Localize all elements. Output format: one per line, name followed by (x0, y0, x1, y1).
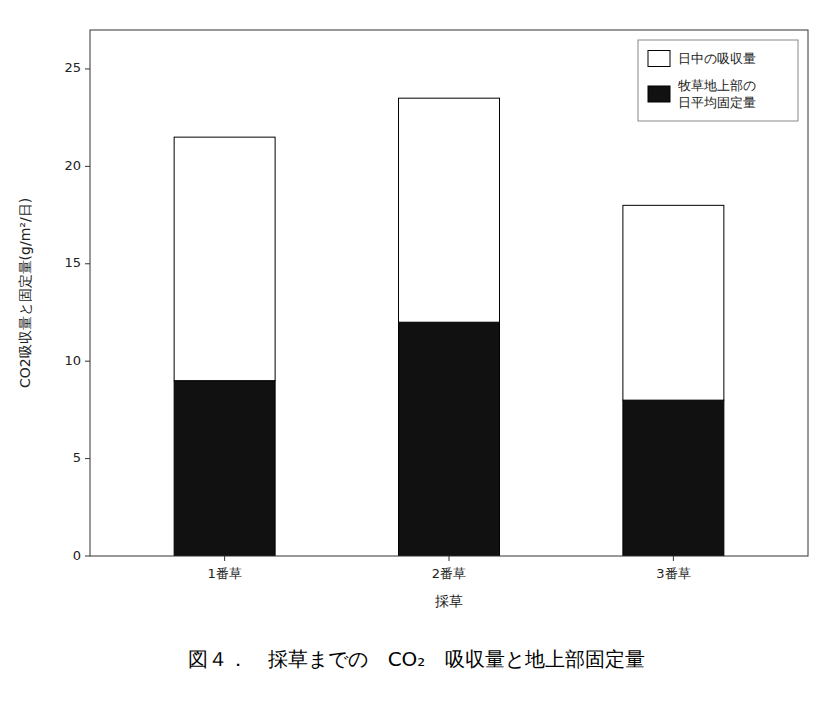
legend-label-line: 日中の吸収量 (678, 51, 756, 66)
legend-label-line: 牧草地上部の (678, 78, 756, 93)
y-tick (85, 556, 90, 557)
x-tick (449, 556, 450, 561)
y-tick (85, 458, 90, 459)
x-tick (224, 556, 225, 561)
y-tick-label: 5 (73, 450, 81, 465)
legend-box (638, 40, 798, 121)
x-tick-label: 2番草 (432, 566, 466, 581)
y-tick-label: 20 (64, 158, 81, 173)
bar-segment (623, 400, 724, 556)
chart-svg: 0 5 10 15 20 25 1番草 2番草 3番草採草 CO2吸収量と固定量(g/m²/日) 図… (0, 0, 833, 706)
caption: 図４． 採草までの CO₂ 吸収量と地上部固定量 (188, 647, 646, 671)
legend-label-line: 日平均固定量 (678, 95, 756, 110)
x-tick-label: 1番草 (207, 566, 241, 581)
x-tick (673, 556, 674, 561)
bar-segment (174, 137, 275, 381)
y-tick-label: 25 (64, 60, 81, 75)
x-tick-label: 3番草 (656, 566, 690, 581)
y-tick (85, 263, 90, 264)
y-tick-label: 15 (64, 255, 81, 270)
y-axis-label: CO2吸収量と固定量(g/m²/日) (17, 198, 33, 388)
y-tick (85, 361, 90, 362)
legend-swatch (648, 51, 670, 67)
bar-segment (623, 205, 724, 400)
y-tick (85, 166, 90, 167)
legend-swatch (648, 86, 670, 102)
y-tick (85, 68, 90, 69)
y-tick-label: 0 (73, 548, 81, 563)
legend: 日中の吸収量牧草地上部の日平均固定量 (638, 40, 798, 121)
plot-frame (90, 30, 808, 556)
y-tick-label: 10 (64, 353, 81, 368)
x-axis-label: 採草 (435, 593, 463, 609)
legend-label: 日中の吸収量 (678, 51, 756, 66)
legend-label: 牧草地上部の日平均固定量 (678, 78, 756, 110)
bar-segment (174, 381, 275, 556)
bars (174, 98, 724, 556)
bar-segment (399, 322, 500, 556)
chart-container: 0 5 10 15 20 25 1番草 2番草 3番草採草 CO2吸収量と固定量(g/m²/日) 図… (0, 0, 833, 706)
bar-segment (399, 98, 500, 322)
